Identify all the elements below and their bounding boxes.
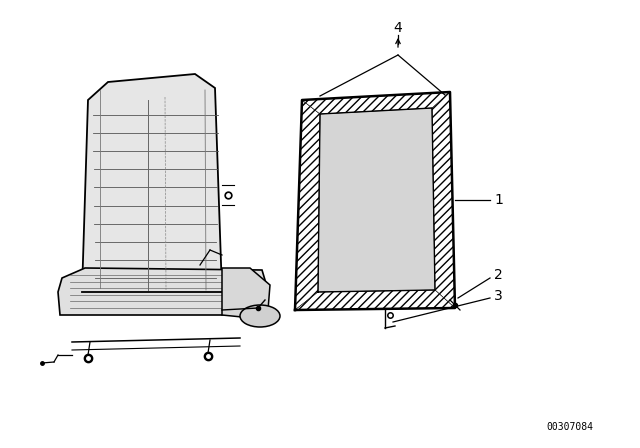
- Text: 3: 3: [494, 289, 503, 303]
- Text: 2: 2: [494, 268, 503, 282]
- Polygon shape: [318, 108, 435, 292]
- Polygon shape: [432, 92, 455, 308]
- Polygon shape: [295, 290, 455, 310]
- Text: 4: 4: [394, 21, 403, 35]
- Polygon shape: [58, 268, 268, 315]
- Polygon shape: [222, 268, 270, 318]
- Polygon shape: [82, 74, 222, 292]
- Ellipse shape: [240, 305, 280, 327]
- Polygon shape: [295, 100, 320, 310]
- Text: 00307084: 00307084: [547, 422, 593, 432]
- Text: 1: 1: [494, 193, 503, 207]
- Polygon shape: [302, 92, 450, 114]
